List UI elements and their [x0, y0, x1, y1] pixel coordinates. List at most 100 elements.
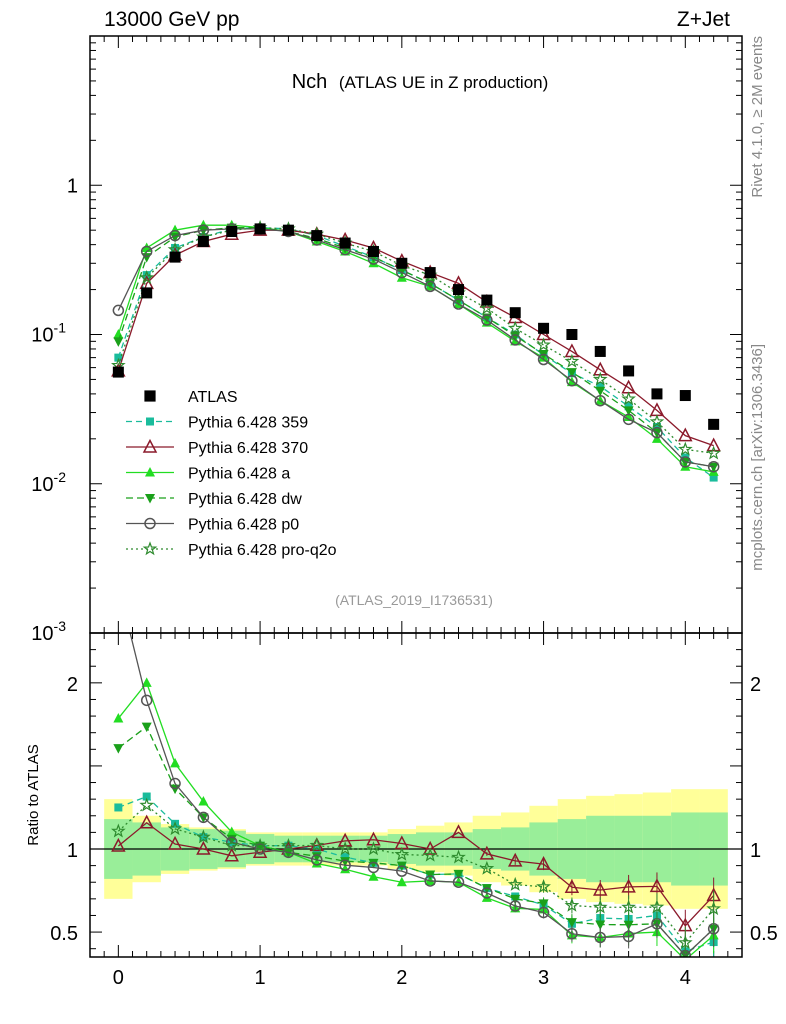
- ratio-marker: [368, 858, 379, 869]
- series-marker: [564, 353, 580, 368]
- ratio-line: [117, 681, 715, 957]
- ratio-marker: [593, 881, 608, 896]
- series-marker: [479, 300, 495, 315]
- series-marker: [679, 456, 692, 468]
- series-marker: [509, 334, 521, 346]
- series-marker: [622, 413, 635, 426]
- ratio-marker: [592, 899, 608, 914]
- data-point: [226, 225, 238, 237]
- ratio-marker: [536, 879, 551, 894]
- data-point: [367, 245, 379, 257]
- ratio-marker: [368, 871, 379, 881]
- legend-label: Pythia 6.428 370: [188, 440, 308, 457]
- ratio-marker: [197, 811, 210, 824]
- ratio-marker: [252, 844, 268, 859]
- ratio-marker: [111, 837, 126, 852]
- data-point: [197, 235, 209, 247]
- series-marker: [624, 402, 633, 411]
- y-tick-label: 10-3: [31, 618, 66, 645]
- data-point: [453, 284, 465, 296]
- header-left: 13000 GeV pp: [104, 8, 239, 31]
- ratio-marker: [394, 846, 410, 861]
- ratio-marker: [366, 841, 381, 856]
- data-point: [538, 322, 550, 334]
- y-tick-exp: -1: [54, 320, 67, 336]
- legend-label: Pythia 6.428 p0: [188, 517, 299, 534]
- data-point: [481, 294, 493, 306]
- ratio-marker: [507, 876, 523, 891]
- ratio-frame: [89, 632, 743, 958]
- ratio-marker: [337, 832, 353, 847]
- ratio-marker: [452, 876, 465, 888]
- ratio-tick-label: 1: [67, 840, 78, 862]
- ratio-marker: [224, 837, 240, 852]
- ratio-marker: [481, 884, 492, 894]
- legend-marker: [144, 390, 156, 402]
- ratio-marker: [706, 901, 722, 916]
- ratio-marker: [252, 838, 268, 853]
- y-tick-base: 1: [67, 175, 78, 197]
- ratio-marker: [595, 920, 606, 931]
- rivet-label: Rivet 4.1.0, ≥ 2M events: [749, 36, 766, 198]
- data-point: [254, 223, 266, 235]
- ratio-marker: [281, 837, 296, 852]
- data-point: [339, 237, 351, 249]
- series-marker: [452, 298, 465, 310]
- ratio-line: [117, 804, 715, 944]
- ratio-marker: [425, 875, 436, 885]
- series-marker: [680, 457, 691, 468]
- series-marker: [507, 320, 523, 335]
- ratio-marker: [621, 878, 636, 893]
- series-marker: [537, 353, 550, 366]
- ratio-marker: [451, 824, 466, 839]
- data-point: [509, 307, 521, 319]
- ratio-line: [117, 725, 715, 957]
- ratio-tick-label-right: 1: [750, 840, 761, 862]
- y-tick-base: 10: [31, 325, 53, 347]
- analysis-label: (ATLAS_2019_I1736531): [335, 592, 493, 608]
- series-line: [117, 226, 714, 454]
- data-point: [594, 345, 606, 357]
- legend-marker: [146, 417, 154, 426]
- series-marker: [621, 391, 636, 406]
- series-marker: [706, 437, 721, 452]
- ratio-marker: [170, 757, 181, 768]
- ratio-marker: [481, 892, 492, 902]
- mcplots-label: mcplots.cern.ch [arXiv:1306.3436]: [749, 344, 766, 571]
- ratio-tick-label-right: 2: [750, 674, 761, 696]
- legend-label: ATLAS: [188, 389, 238, 406]
- ratio-marker: [283, 848, 294, 858]
- ratio-marker: [537, 906, 550, 919]
- ratio-marker: [481, 887, 493, 899]
- x-tick-label: 3: [538, 967, 549, 989]
- series-line: [117, 226, 715, 479]
- data-point: [112, 366, 124, 378]
- y-tick-label: 10-2: [31, 469, 66, 496]
- ratio-content: [90, 633, 742, 957]
- data-point: [623, 365, 635, 377]
- plot-title: Nch (ATLAS UE in Z production): [292, 71, 549, 93]
- ratio-marker: [110, 823, 126, 838]
- legend-label: Pythia 6.428 359: [188, 415, 308, 432]
- legend-marker: [142, 438, 158, 453]
- series-marker: [623, 411, 634, 422]
- ratio-marker: [114, 803, 123, 812]
- series-marker: [678, 427, 693, 442]
- ratio-marker: [282, 846, 295, 859]
- plot-title-main: Nch: [292, 71, 328, 93]
- ratio-marker: [367, 861, 380, 874]
- ratio-marker: [311, 852, 322, 862]
- series-marker: [623, 406, 634, 416]
- ratio-marker: [677, 934, 693, 949]
- series-marker: [169, 229, 181, 242]
- series-marker: [592, 371, 608, 386]
- ratio-line: [118, 795, 714, 953]
- y-tick-label: 1: [67, 175, 78, 197]
- series-marker: [113, 337, 124, 347]
- ratio-marker: [649, 899, 665, 914]
- series-marker: [594, 394, 607, 407]
- series-marker: [707, 460, 720, 473]
- ratio-marker: [141, 722, 152, 733]
- ratio-marker: [621, 899, 636, 914]
- ratio-marker: [396, 865, 408, 877]
